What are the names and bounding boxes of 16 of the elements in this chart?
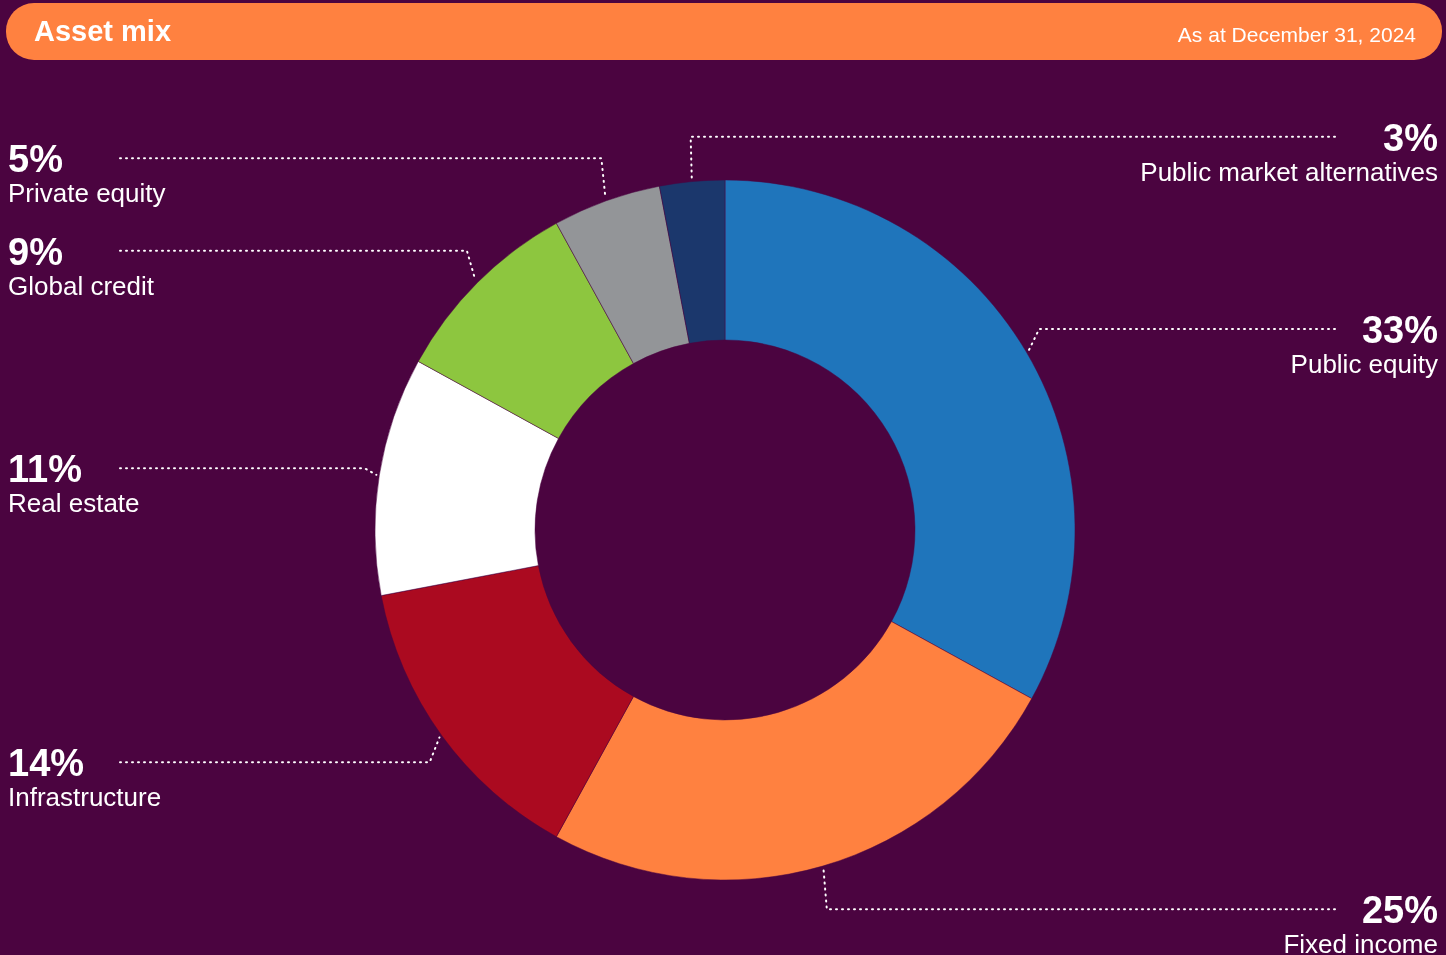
data-label: 3% <box>1383 116 1438 159</box>
data-label: 5% <box>8 138 63 181</box>
data-label: 33% <box>1361 308 1438 351</box>
slice-label: Infrastructure <box>8 782 162 813</box>
slice-label: Private equity <box>8 178 166 209</box>
chart-title: Asset mix <box>34 15 172 47</box>
data-label: 11% <box>8 448 82 491</box>
slice-label: Public equity <box>1290 348 1438 379</box>
data-label: 9% <box>8 230 63 273</box>
data-label: 25% <box>1361 889 1438 932</box>
slice-label: Public market alternatives <box>1140 156 1438 187</box>
chart-subtitle: As at December 31, 2024 <box>1177 23 1417 46</box>
slice-label: Global credit <box>8 270 155 301</box>
data-label: 14% <box>8 742 85 785</box>
slice-label: Fixed income <box>1283 929 1438 955</box>
slice-label: Real estate <box>8 488 140 519</box>
